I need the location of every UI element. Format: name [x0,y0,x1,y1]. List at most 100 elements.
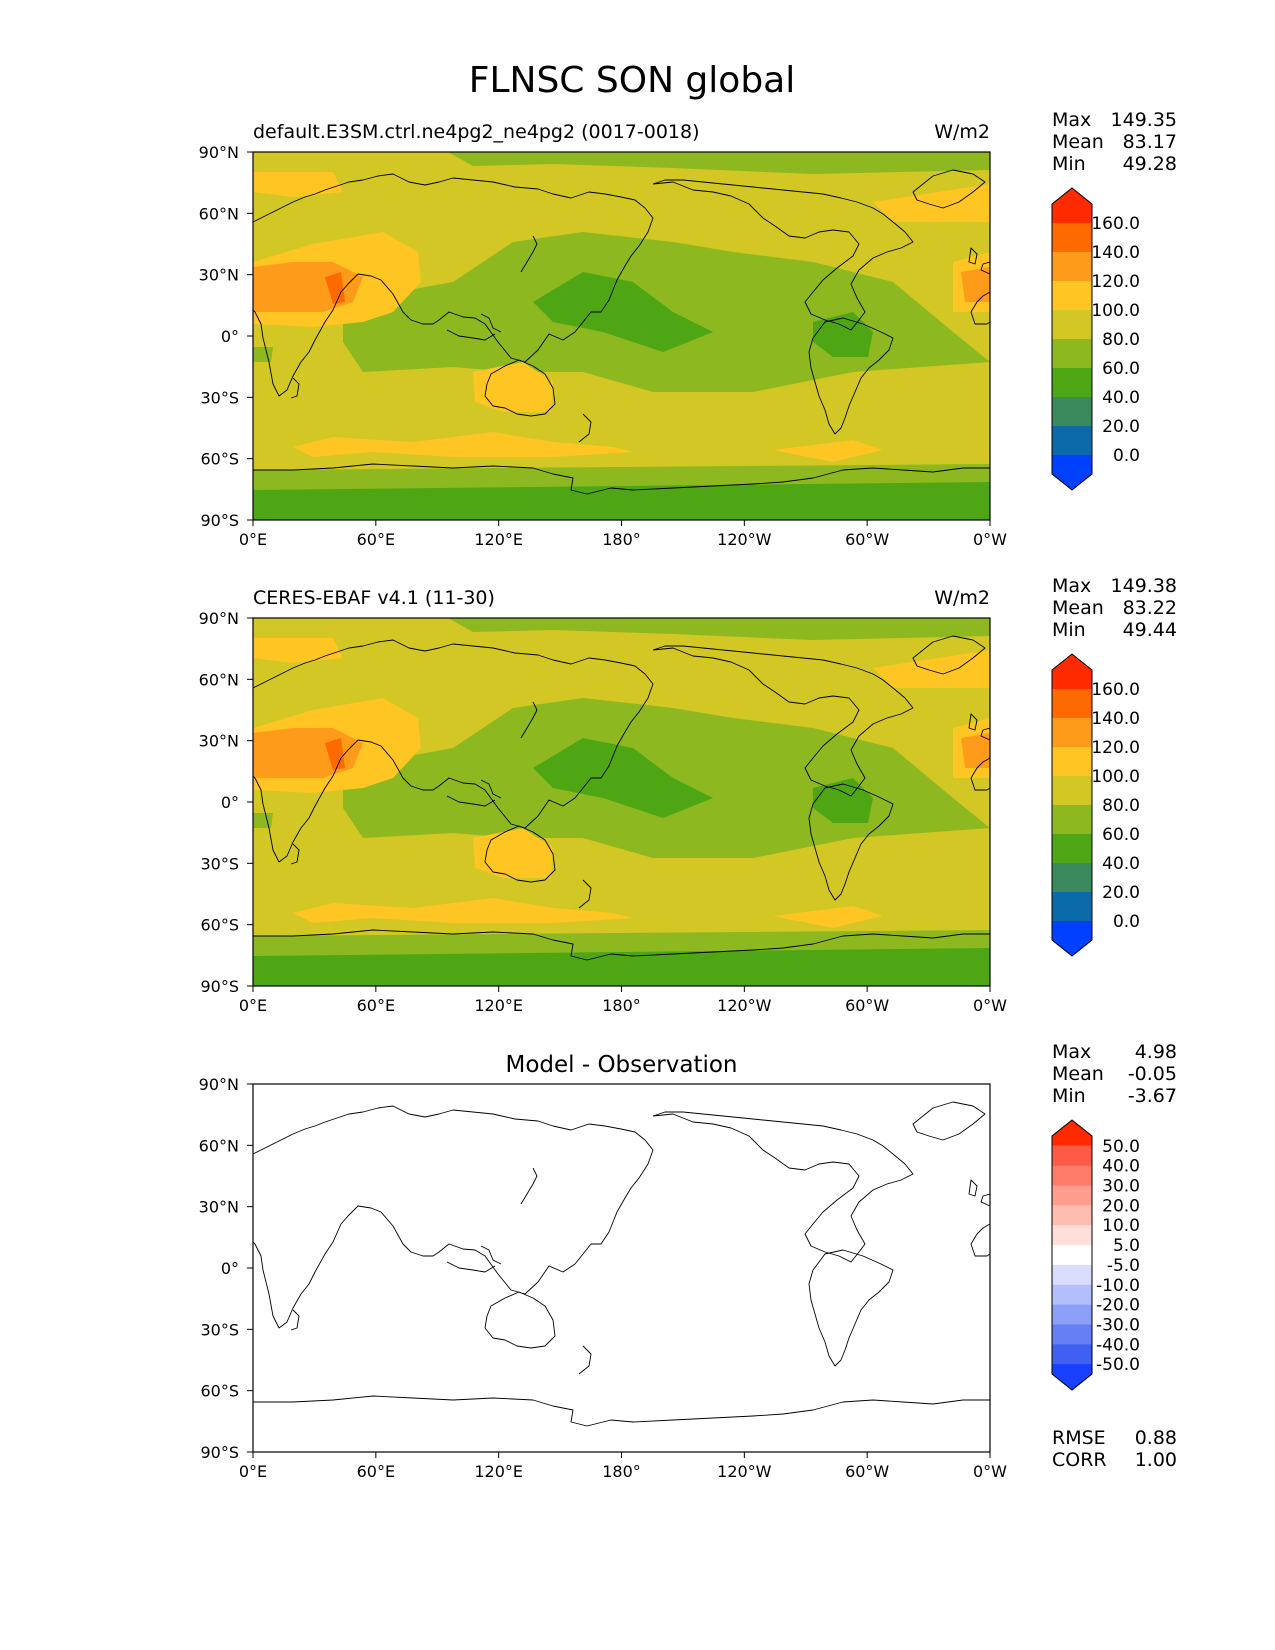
panel-title-left: default.E3SM.ctrl.ne4pg2_ne4pg2 (0017-00… [253,121,700,143]
y-tick-label: 90°S [200,1443,239,1462]
y-tick-label: 60°N [199,670,239,689]
colorbar-segment [1052,921,1092,956]
colorbar-label: 20.0 [1102,417,1140,437]
contour-region [448,152,990,174]
colorbar-segment [1052,1185,1092,1206]
colorbar-label: 10.0 [1102,1216,1140,1236]
y-tick-label: 30°S [200,1320,239,1339]
panel-obs: CERES-EBAF v4.1 (11-30) W/m2 0°E 60°E 120°E 1… [199,575,1177,1015]
x-tick-label: 120°W [717,996,772,1015]
colorbar-segment [1052,397,1092,427]
colorbar-segment [1052,834,1092,864]
colorbar-segment [1052,1245,1092,1266]
y-tick-label: 60°S [200,450,239,469]
x-tick-label: 120°E [474,1462,523,1481]
contour-region [961,267,990,302]
y-tick-label: 90°N [199,609,239,628]
y-tick-label: 90°N [199,1075,239,1094]
contour-region [813,778,873,823]
x-tick-label: 0°E [239,530,267,549]
colorbar-label: 0.0 [1113,446,1140,466]
colorbar-outline [1051,187,1093,491]
x-tick-label: 0°W [973,1462,1007,1481]
colorbar-label: 40.0 [1102,1157,1140,1177]
colorbar-label: 100.0 [1091,301,1140,321]
contour-region [253,813,273,828]
colorbar-segment [1052,747,1092,777]
colorbar-segment [1052,368,1092,398]
contour-region [533,272,713,352]
colorbar-label: 5.0 [1113,1236,1140,1256]
x-tick-label: 180° [602,996,641,1015]
colorbar: 50.040.030.020.010.05.0-5.0-10.0-20.0-30… [1051,1119,1140,1391]
colorbar-segment [1052,455,1092,490]
x-tick-label: 0°E [239,996,267,1015]
contour-region [253,944,990,986]
colorbar-label: 80.0 [1102,330,1140,350]
x-tick-label: 60°W [845,1462,889,1481]
x-tick-label: 60°W [845,996,889,1015]
colorbar: 160.0 140.0 120.0 100.0 80.0 60.0 40.0 20.0 0.0 [1051,187,1140,491]
colorbar-label: 100.0 [1091,767,1140,787]
colorbar-segment [1052,1344,1092,1365]
colorbar-label: -30.0 [1096,1315,1140,1335]
contour-region [448,618,990,640]
colorbar-label: -40.0 [1096,1335,1140,1355]
colorbar-segment [1052,1205,1092,1226]
colorbar-outline [1051,1119,1093,1391]
colorbar-segment [1052,223,1092,253]
colorbar-segment [1052,654,1092,689]
y-tick-label: 60°S [200,916,239,935]
footer-value: 1.00 [1135,1449,1177,1471]
x-tick-label: 60°E [357,1462,395,1481]
x-tick-label: 120°E [474,996,523,1015]
panel-model: default.E3SM.ctrl.ne4pg2_ne4pg2 (0017-00… [199,109,1177,549]
colorbar-segment [1052,188,1092,223]
y-tick-label: 60°N [199,204,239,223]
stat-value: -0.05 [1128,1063,1177,1085]
y-tick-label: 0° [221,1259,239,1278]
contour-region [325,738,345,770]
stat-label: Mean [1052,131,1104,153]
y-tick-label: 30°N [199,1198,239,1217]
colorbar-segment [1052,281,1092,311]
x-tick-label: 60°E [357,996,395,1015]
stat-value: 49.28 [1123,153,1177,175]
colorbar-segment [1052,805,1092,835]
panel-units: W/m2 [934,121,990,143]
colorbar-label: 60.0 [1102,359,1140,379]
stat-label: Max [1052,109,1091,131]
y-tick-label: 30°N [199,732,239,751]
panel-diff: Model - Observation 0°E 60°E 120°E 180° 120°W… [199,1041,1177,1481]
colorbar-label: 30.0 [1102,1177,1140,1197]
colorbar-segment [1052,1364,1092,1390]
x-tick-label: 120°W [717,1462,772,1481]
y-tick-label: 30°S [200,388,239,407]
colorbar-label: -50.0 [1096,1355,1140,1375]
colorbar-segment [1052,1225,1092,1246]
panel-title-center: Model - Observation [505,1052,737,1078]
colorbar-label: 0.0 [1113,912,1140,932]
contour-region [325,272,345,304]
contour-region [873,650,990,688]
stat-label: Min [1052,619,1086,641]
contour-region [533,738,713,818]
contour-region [961,733,990,768]
contour-region [773,440,883,462]
x-tick-label: 120°W [717,530,772,549]
colorbar-segment [1052,1264,1092,1286]
footer-label: CORR [1052,1449,1107,1471]
colorbar-label: 60.0 [1102,825,1140,845]
map-plot [253,618,990,986]
stat-value: 4.98 [1135,1041,1177,1063]
colorbar: 160.0 140.0 120.0 100.0 80.0 60.0 40.0 20.0 0.0 [1051,653,1140,957]
colorbar-label: 20.0 [1102,883,1140,903]
colorbar-segment [1052,1120,1092,1146]
colorbar-label: -5.0 [1107,1256,1140,1276]
contour-region [813,312,873,357]
y-tick-label: 30°S [200,854,239,873]
stat-value: -3.67 [1128,1085,1177,1107]
colorbar-label: 120.0 [1091,272,1140,292]
y-tick-label: 0° [221,793,239,812]
